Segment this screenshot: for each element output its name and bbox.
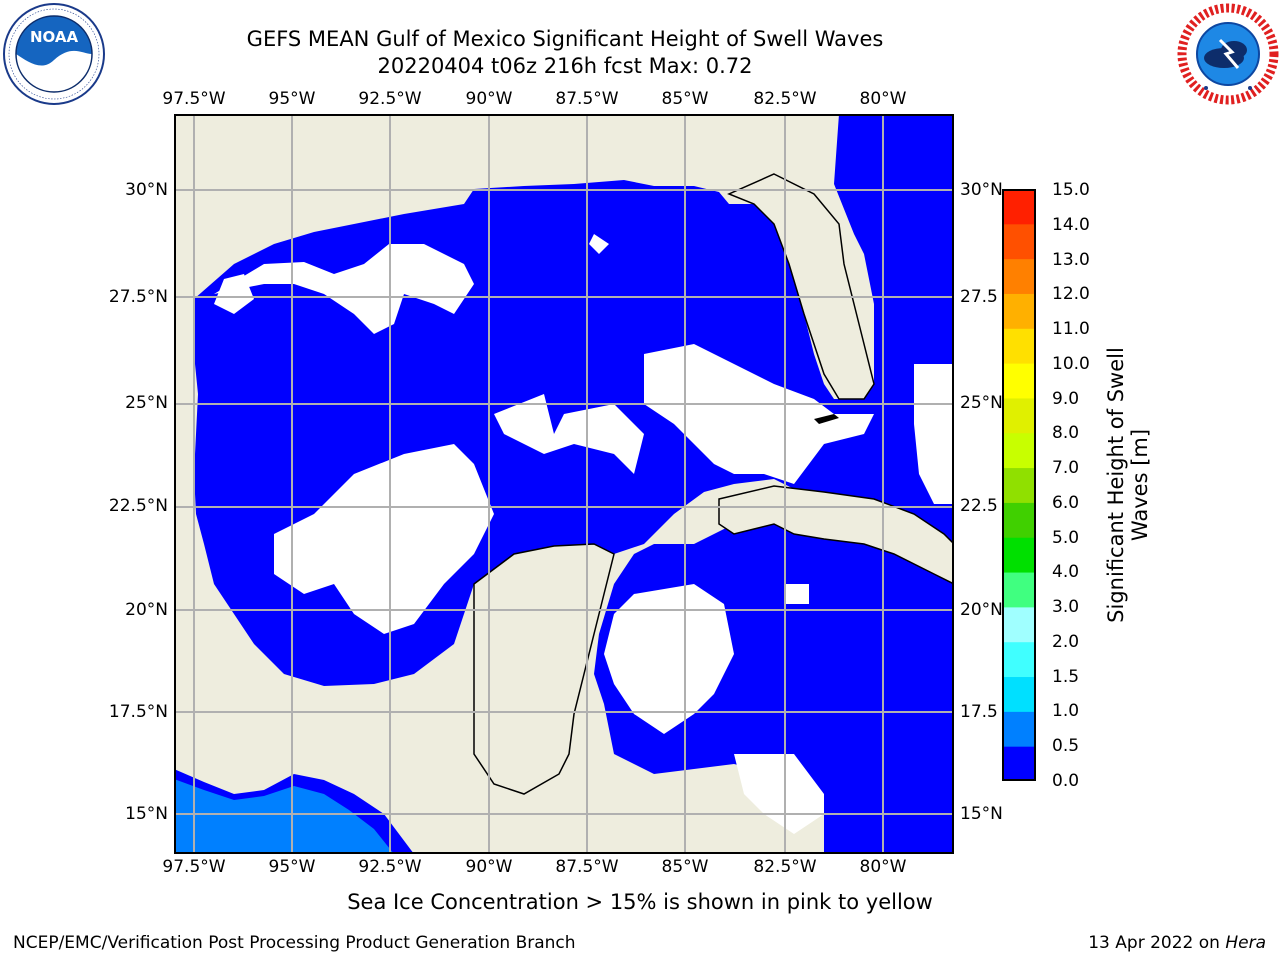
map-grid (174, 114, 954, 854)
lon-label-top: 90°W (465, 89, 513, 109)
footer-host: Hera (1225, 933, 1266, 953)
lat-label-left: 27.5°N (108, 287, 168, 307)
lon-label-bottom: 90°W (465, 857, 513, 877)
sea-ice-note: Sea Ice Concentration > 15% is shown in … (347, 890, 933, 914)
lat-label-right: 25°N (960, 393, 1003, 413)
lon-label-bottom: 85°W (661, 857, 709, 877)
footer-branch: NCEP/EMC/Verification Post Processing Pr… (13, 933, 576, 953)
colorbar-tick: 5.0 (1052, 528, 1080, 548)
lon-label-bottom: 82.5°W (753, 857, 817, 877)
lon-label-bottom: 92.5°W (358, 857, 422, 877)
missing-data-patches (214, 234, 954, 834)
colorbar-tick: 13.0 (1052, 250, 1090, 270)
lon-label-bottom: 97.5°W (162, 857, 226, 877)
footer-date: 13 Apr 2022 on Hera (1088, 933, 1266, 953)
colorbar-tick: 6.0 (1052, 493, 1080, 513)
colorbar-segment (1002, 502, 1036, 538)
lat-label-right: 22.5 (960, 496, 998, 516)
colorbar-segment (1002, 328, 1036, 364)
colorbar-segment (1002, 537, 1036, 573)
pacific-swell-mid (174, 779, 394, 854)
lat-label-right: 17.5 (960, 702, 998, 722)
lat-label-left: 15°N (125, 804, 168, 824)
lon-label-top: 80°W (859, 89, 907, 109)
colorbar-tick: 11.0 (1052, 319, 1090, 339)
footer-date-text: 13 Apr 2022 on (1088, 933, 1226, 953)
colorbar-segment (1002, 572, 1036, 608)
colorbar-segment (1002, 363, 1036, 399)
florida-landmass (727, 173, 875, 400)
colorbar-segment (1002, 641, 1036, 678)
lon-label-bottom: 87.5°W (555, 857, 619, 877)
colorbar-segment (1002, 746, 1036, 781)
colorbar-segment (1002, 676, 1036, 712)
noaa-logo: NOAA (3, 3, 105, 105)
colorbar-tick: 0.0 (1052, 771, 1080, 791)
colorbar-segment (1002, 258, 1036, 294)
colorbar-tick: 0.5 (1052, 736, 1080, 756)
lon-label-top: 95°W (268, 89, 316, 109)
colorbar-border (1002, 189, 1036, 781)
svg-text:NOAA: NOAA (30, 28, 79, 46)
colorbar-tick: 4.0 (1052, 562, 1080, 582)
colorbar-tick: 12.0 (1052, 284, 1090, 304)
colorbar-tick: 8.0 (1052, 423, 1080, 443)
lon-label-top: 92.5°W (358, 89, 422, 109)
yucatan-landmass (473, 543, 615, 795)
lat-label-left: 30°N (125, 180, 168, 200)
colorbar-tick: 1.0 (1052, 701, 1080, 721)
colorbar-tick: 9.0 (1052, 389, 1080, 409)
colorbar-tick: 3.0 (1052, 597, 1080, 617)
cuba-landmass (718, 485, 954, 585)
colorbar-segment (1002, 293, 1036, 329)
colorbar-segment (1002, 606, 1036, 643)
colorbar-segment (1002, 467, 1036, 503)
colorbar-segment (1002, 397, 1036, 434)
colorbar-tick: 15.0 (1052, 180, 1090, 200)
lat-label-right: 30°N (960, 180, 1003, 200)
title-line-1: GEFS MEAN Gulf of Mexico Significant Hei… (246, 27, 884, 51)
lat-label-left: 25°N (125, 393, 168, 413)
lat-label-left: 22.5°N (108, 496, 168, 516)
colorbar-segment (1002, 711, 1036, 747)
colorbar (1002, 189, 1036, 781)
lon-label-top: 97.5°W (162, 89, 226, 109)
lat-label-left: 20°N (125, 600, 168, 620)
lon-label-bottom: 95°W (268, 857, 316, 877)
lat-label-left: 17.5°N (108, 702, 168, 722)
colorbar-segment (1002, 223, 1036, 260)
lat-label-right: 20°N (960, 600, 1003, 620)
lon-label-top: 85°W (661, 89, 709, 109)
lon-label-top: 82.5°W (753, 89, 817, 109)
colorbar-tick: 1.5 (1052, 667, 1080, 687)
title-line-2: 20220404 t06z 216h fcst Max: 0.72 (377, 54, 753, 78)
lat-label-right: 27.5 (960, 287, 998, 307)
colorbar-segment (1002, 189, 1036, 225)
colorbar-label: Significant Height of Swell Waves [m] (1104, 347, 1152, 623)
lon-label-top: 87.5°W (555, 89, 619, 109)
swell-map (174, 114, 954, 854)
colorbar-tick: 7.0 (1052, 458, 1080, 478)
nws-logo (1177, 3, 1279, 105)
lat-label-right: 15°N (960, 804, 1003, 824)
colorbar-tick: 2.0 (1052, 632, 1080, 652)
colorbar-tick: 10.0 (1052, 354, 1090, 374)
colorbar-tick: 14.0 (1052, 215, 1090, 235)
colorbar-segment (1002, 432, 1036, 469)
lon-label-bottom: 80°W (859, 857, 907, 877)
